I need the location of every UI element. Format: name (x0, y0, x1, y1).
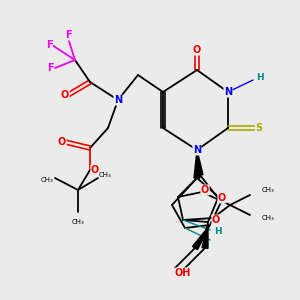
Polygon shape (194, 150, 200, 178)
Text: N: N (224, 87, 232, 97)
Text: N: N (193, 145, 201, 155)
Text: O: O (61, 90, 69, 100)
Text: O: O (193, 45, 201, 55)
Text: H: H (256, 73, 264, 82)
Text: CH₃: CH₃ (72, 219, 84, 225)
Text: S: S (255, 123, 262, 133)
Text: OH: OH (175, 268, 191, 278)
Text: O: O (201, 185, 209, 195)
Polygon shape (193, 225, 210, 250)
Polygon shape (197, 150, 203, 176)
Text: CH₃: CH₃ (99, 172, 111, 178)
Text: CH₃: CH₃ (40, 177, 53, 183)
Text: H: H (214, 227, 222, 236)
Text: F: F (47, 63, 53, 73)
Text: O: O (91, 165, 99, 175)
Polygon shape (202, 222, 208, 248)
Text: O: O (212, 215, 220, 225)
Text: O: O (58, 137, 66, 147)
Text: O: O (218, 193, 226, 203)
Text: CH₃: CH₃ (262, 215, 275, 221)
Text: N: N (114, 95, 122, 105)
Text: CH₃: CH₃ (262, 187, 275, 193)
Text: F: F (65, 30, 71, 40)
Text: F: F (46, 40, 52, 50)
